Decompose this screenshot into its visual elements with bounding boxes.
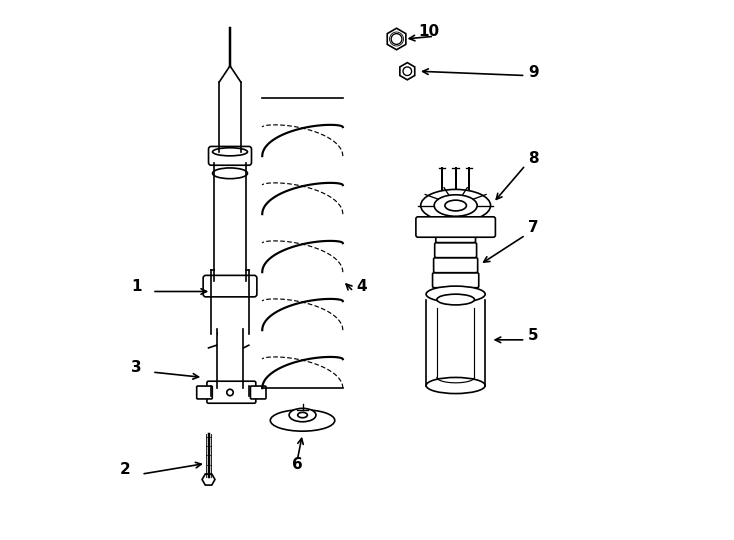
FancyBboxPatch shape (197, 386, 212, 399)
Circle shape (403, 67, 412, 76)
Ellipse shape (289, 408, 316, 422)
Text: 2: 2 (120, 462, 131, 477)
Circle shape (391, 33, 402, 44)
FancyBboxPatch shape (250, 386, 266, 399)
Ellipse shape (434, 195, 477, 217)
Bar (225, 148, 236, 153)
Text: 3: 3 (131, 360, 142, 375)
FancyBboxPatch shape (208, 146, 252, 165)
FancyBboxPatch shape (207, 381, 255, 403)
Text: 7: 7 (528, 220, 539, 235)
Text: 6: 6 (292, 457, 302, 472)
Text: 1: 1 (131, 280, 142, 294)
FancyBboxPatch shape (416, 217, 495, 237)
Ellipse shape (298, 413, 308, 418)
Text: 4: 4 (356, 280, 367, 294)
Polygon shape (388, 28, 406, 50)
Ellipse shape (437, 294, 474, 305)
Text: 10: 10 (418, 24, 440, 39)
Ellipse shape (426, 377, 485, 394)
Ellipse shape (213, 168, 247, 179)
Text: 8: 8 (528, 151, 539, 166)
Ellipse shape (445, 222, 466, 230)
FancyBboxPatch shape (432, 273, 479, 288)
Ellipse shape (270, 410, 335, 431)
Ellipse shape (213, 148, 247, 156)
Polygon shape (400, 63, 415, 80)
FancyBboxPatch shape (203, 275, 257, 297)
Ellipse shape (421, 190, 490, 221)
Ellipse shape (426, 286, 485, 302)
Ellipse shape (445, 200, 466, 211)
Polygon shape (202, 474, 215, 485)
FancyBboxPatch shape (436, 227, 476, 242)
Text: 5: 5 (528, 328, 539, 343)
FancyBboxPatch shape (435, 242, 476, 258)
Circle shape (227, 389, 233, 396)
FancyBboxPatch shape (434, 258, 478, 273)
Text: 9: 9 (528, 65, 539, 79)
